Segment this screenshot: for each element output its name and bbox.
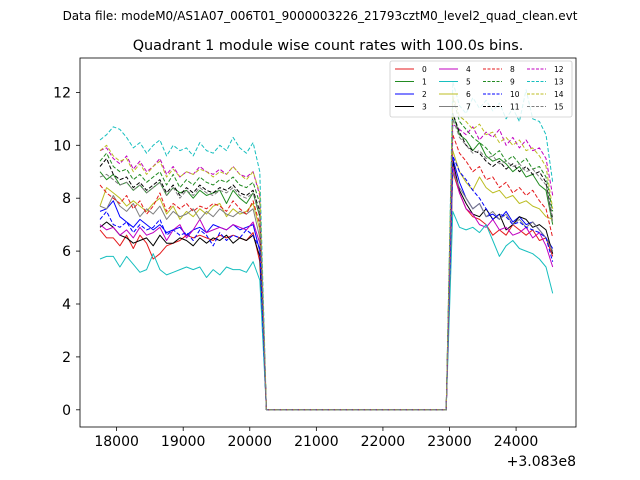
x-tick-label: 18000: [94, 434, 139, 450]
legend-label-1: 1: [422, 77, 427, 86]
legend-label-2: 2: [422, 90, 427, 99]
data-file-header: Data file: modeM0/AS1A07_006T01_90000032…: [63, 9, 578, 23]
plot-lines: [99, 81, 554, 411]
x-tick-label: 19000: [161, 434, 206, 450]
chart-title: Quadrant 1 module wise count rates with …: [133, 38, 524, 54]
y-tick-label: 2: [62, 350, 71, 366]
legend-label-11: 11: [510, 102, 520, 111]
legend-label-3: 3: [422, 102, 427, 111]
legend-label-6: 6: [466, 90, 471, 99]
x-tick-label: 23000: [427, 434, 472, 450]
legend-label-15: 15: [554, 102, 564, 111]
legend-label-10: 10: [510, 90, 520, 99]
y-tick-label: 6: [62, 244, 71, 260]
legend-label-4: 4: [466, 65, 471, 74]
plot-frame: [79, 57, 577, 428]
x-tick-label: 20000: [227, 434, 272, 450]
x-offset-label: +3.083e8: [507, 454, 576, 470]
x-axis: 18000 19000 20000 21000 22000 23000 24000: [94, 427, 538, 450]
legend-label-13: 13: [554, 77, 564, 86]
legend-label-8: 8: [510, 65, 515, 74]
y-tick-label: 10: [53, 138, 71, 154]
x-tick-label: 21000: [294, 434, 339, 450]
legend-label-14: 14: [554, 90, 564, 99]
y-tick-label: 12: [53, 85, 71, 101]
y-tick-label: 8: [62, 191, 71, 207]
series-line-9: [99, 97, 554, 411]
legend-label-12: 12: [554, 65, 564, 74]
y-tick-label: 4: [62, 297, 71, 313]
legend-label-0: 0: [422, 65, 427, 74]
legend-label-7: 7: [466, 102, 471, 111]
x-tick-label: 22000: [361, 434, 406, 450]
legend-box: [389, 60, 573, 118]
legend-label-5: 5: [466, 77, 471, 86]
series-line-15: [99, 118, 554, 411]
x-tick-label: 24000: [494, 434, 539, 450]
y-axis: 0 2 4 6 8 10 12: [53, 85, 80, 419]
legend-label-9: 9: [510, 77, 515, 86]
y-tick-label: 0: [62, 403, 71, 419]
